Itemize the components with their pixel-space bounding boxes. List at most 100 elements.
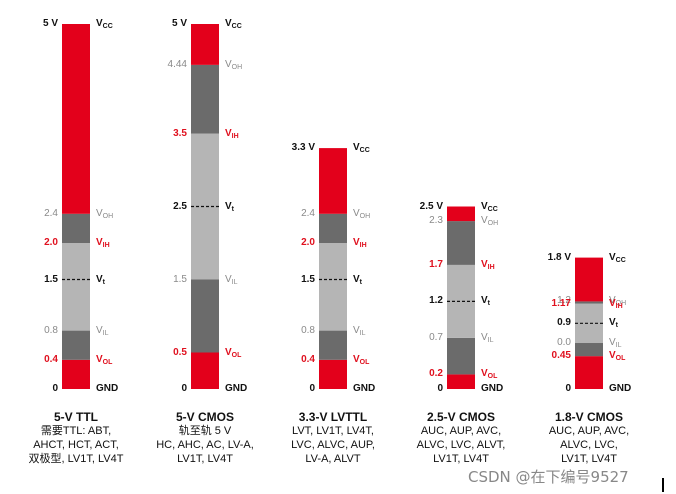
5v-ttl-level-subscript-0: CC [102,23,113,30]
3v3-lvttl-level-symbol-0: V [353,142,360,154]
5v-ttl-level-name-2: VIH [96,237,110,252]
1v8-cmos-level-subscript-0: CC [615,256,626,264]
2v5-cmos-level-symbol-2: V [481,258,488,270]
2v5-cmos-level-value-4: 0.7 [429,331,443,343]
5v-cmos-level-value-0: 5 V [171,18,187,29]
3v3-lvttl-level-subscript-3: t [359,278,363,286]
1v8-cmos-level-name-2: VIH [609,298,623,313]
3v3-lvttl-level-value-3: 1.5 [301,273,315,285]
text-cursor-mark [662,478,664,492]
2v5-cmos-level-symbol-5: V [481,368,488,380]
5v-cmos-level-subscript-5: OL [231,351,242,359]
3v3-lvttl-level-value-1: 2.4 [301,207,315,219]
3v3-lvttl-level-name-4: VIL [353,325,366,340]
5v-cmos-caption-line-1: HC, AHC, AC, LV-A, [156,439,254,451]
3v3-lvttl-level-name-1: VOH [353,208,370,223]
2v5-cmos-segment-1 [447,337,475,375]
2v5-cmos-level-name-2: VIH [481,259,495,274]
1v8-cmos-level-value-6: 0 [565,383,571,394]
5v-ttl-level-symbol-1: V [96,207,103,219]
5v-ttl-level-name-6: GND [96,383,118,395]
5v-ttl-segment-4 [62,24,90,214]
5v-ttl-level-symbol-3: V [96,273,103,285]
5v-ttl-level-symbol-5: V [96,353,103,365]
3v3-lvttl-level-value-5: 0.4 [301,353,315,365]
5v-cmos-level-value-1: 4.44 [167,58,187,70]
2v5-cmos-level-value-0: 2.5 V [419,200,443,212]
5v-ttl-level-name-5: VOL [96,354,112,369]
5v-cmos-caption: 5-V CMOS 轨至轨 5 V HC, AHC, AC, LV-A, LV1T, L… [145,410,265,466]
1v8-cmos-level-value-1: 1.2 [557,295,571,307]
5v-cmos-segment-1 [191,279,219,353]
1v8-cmos-caption-line-0: AUC, AUP, AVC, [548,425,630,437]
5v-cmos-level-name-0: VCC [225,18,242,33]
1v8-cmos-caption-line-1: ALVC, LVC, [560,439,618,451]
2v5-cmos-level-value-3: 1.2 [429,295,443,307]
5v-ttl-level-symbol-6: GND [96,383,119,394]
1v8-cmos-level-subscript-5: OL [615,355,626,363]
3v3-lvttl-caption-line-2: LV-A, ALVT [305,453,361,465]
5v-cmos-level-subscript-4: IL [231,278,238,286]
5v-ttl-level-name-4: VIL [96,325,109,340]
1v8-cmos-level-name-1: VOH [609,295,626,310]
1v8-cmos-level-name-6: GND [609,383,631,395]
5v-ttl-level-value-2: 2.0 [44,237,58,248]
5v-cmos-level-symbol-3: V [225,200,232,212]
5v-ttl-segment-1 [62,330,90,360]
1v8-cmos-level-name-0: VCC [609,252,626,267]
5v-cmos-level-value-2: 3.5 [173,127,187,139]
3v3-lvttl-level-value-2: 2.0 [301,237,315,248]
3v3-lvttl-level-name-2: VIH [353,237,367,252]
5v-ttl-level-subscript-2: IH [102,242,110,249]
2v5-cmos-level-value-6: 0 [437,383,443,394]
3v3-lvttl-level-symbol-5: V [353,353,360,365]
1v8-cmos-caption: 1.8-V CMOS AUC, AUP, AVC, ALVC, LVC, LV1T, … [529,410,649,466]
5v-ttl-level-subscript-1: OH [102,212,114,220]
5v-cmos-level-symbol-6: GND [225,383,248,394]
1v8-cmos-level-subscript-3: t [615,322,619,330]
2v5-cmos-level-name-6: GND [481,383,503,395]
3v3-lvttl-caption: 3.3-V LVTTL LVT, LV1T, LV4T, LVC, ALVC, AU… [273,410,393,466]
1v8-cmos-caption-line-2: LV1T, LV4T [561,453,617,465]
5v-cmos-level-symbol-2: V [225,127,232,139]
5v-cmos-segment-3 [191,64,219,134]
5v-cmos-title: 5-V CMOS [175,410,234,424]
5v-ttl-caption-line-1: AHCT, HCT, ACT, [33,439,119,451]
1v8-cmos-level-symbol-2: V [609,297,616,309]
5v-cmos-level-name-2: VIH [225,128,239,143]
5v-cmos-segment-0 [191,352,219,389]
2v5-cmos-segment-3 [447,221,475,265]
3v3-lvttl-segment-4 [319,148,347,214]
1v8-cmos-level-symbol-5: V [609,350,616,362]
5v-ttl-segment-2 [62,243,90,331]
1v8-cmos-segment-1 [575,343,603,357]
1v8-cmos-level-subscript-2: IH [615,302,623,310]
1v8-cmos-level-symbol-6: GND [609,383,632,394]
2v5-cmos-level-value-1: 2.3 [429,215,443,227]
1v8-cmos-level-value-3: 0.9 [557,317,571,329]
5v-cmos-level-symbol-1: V [225,58,232,70]
5v-cmos-level-value-3: 2.5 [173,200,187,212]
2v5-cmos-level-subscript-1: OH [487,220,499,228]
5v-cmos-level-symbol-4: V [225,273,232,285]
2v5-cmos-caption-line-2: LV1T, LV4T [433,453,489,465]
3v3-lvttl-level-subscript-4: IL [359,329,366,337]
5v-ttl-level-value-4: 0.8 [44,324,58,336]
2v5-cmos-level-subscript-5: OL [487,373,498,381]
2v5-cmos-level-symbol-6: GND [481,383,504,394]
5v-ttl-level-subscript-4: IL [102,329,109,337]
2v5-cmos-level-value-2: 1.7 [429,258,443,270]
2v5-cmos-level-name-0: VCC [481,201,498,216]
3v3-lvttl-level-name-5: VOL [353,354,369,369]
5v-cmos-level-subscript-3: t [231,205,235,213]
1v8-cmos-level-value-2: 1.17 [551,297,571,309]
5v-cmos-level-symbol-5: V [225,346,232,358]
5v-cmos-level-value-4: 1.5 [173,273,187,285]
1v8-cmos-level-value-0: 1.8 V [547,251,571,263]
3v3-lvttl-level-name-3: Vt [353,274,362,289]
5v-ttl-level-value-5: 0.4 [44,353,58,365]
5v-cmos-level-name-5: VOL [225,347,241,362]
2v5-cmos-level-symbol-1: V [481,215,488,227]
1v8-cmos-segment-3 [575,301,603,304]
